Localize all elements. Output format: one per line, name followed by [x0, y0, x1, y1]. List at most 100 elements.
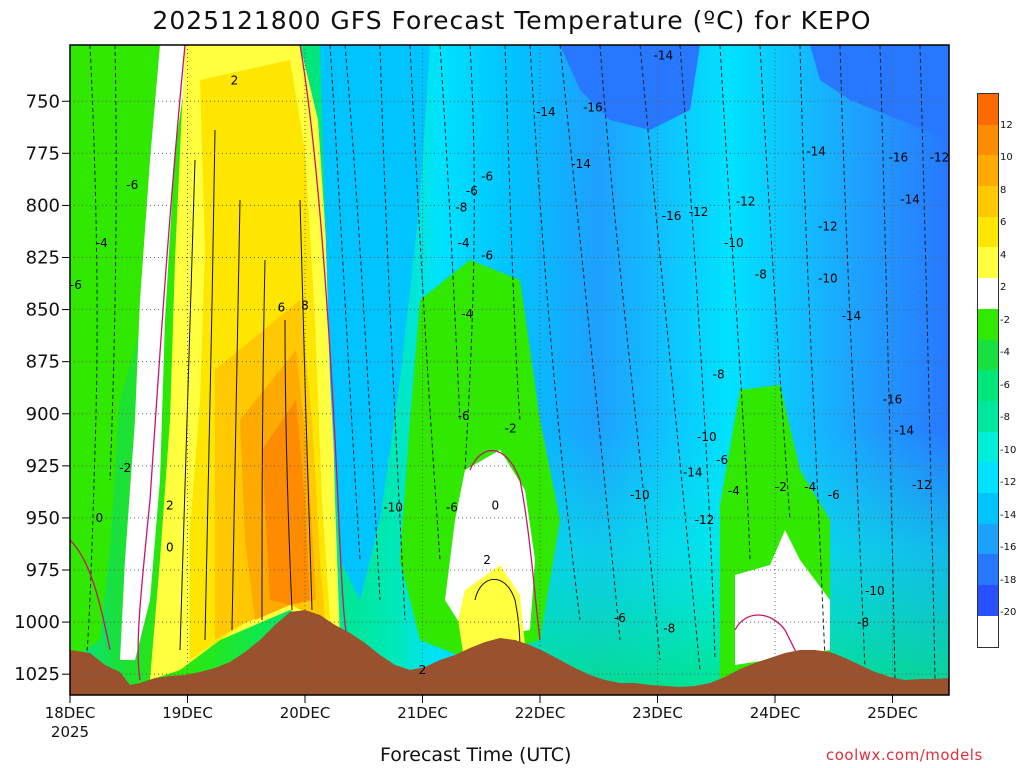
- y-tick-label: 900: [26, 404, 60, 425]
- contour-value-label: -12: [818, 219, 838, 233]
- contour-value-label: -6: [481, 249, 493, 263]
- grid-lines: [70, 45, 949, 695]
- green-tongue-left: [70, 45, 160, 660]
- colorbar-label: -4: [1000, 347, 1010, 359]
- contour-value-label: 0: [492, 499, 500, 513]
- contour-value-label: -8: [455, 201, 467, 215]
- colorbar-label: -12: [1000, 477, 1017, 489]
- colorbar-segment: [978, 94, 998, 125]
- deep-cold-core: [560, 45, 700, 130]
- contour-value-label: -10: [724, 236, 744, 250]
- colorbar-label: -10: [1000, 444, 1017, 456]
- white-pocket-right: [735, 530, 830, 665]
- contour-value-label: -16: [583, 101, 603, 115]
- contour-value-label: -8: [713, 367, 725, 381]
- colorbar-label: 4: [1000, 249, 1007, 261]
- cold-pocket-east: [810, 45, 949, 140]
- cold-slot-mid: [320, 45, 430, 600]
- y-tick-label: 950: [26, 508, 60, 529]
- colorbar-segment: [978, 554, 998, 585]
- contour-value-label: -6: [458, 409, 470, 423]
- colorbar-segment: [978, 186, 998, 217]
- chart-title: 2025121800 GFS Forecast Temperature (ºC)…: [152, 6, 872, 35]
- contour-value-label: -10: [818, 272, 838, 286]
- contour-value-label: -8: [755, 267, 767, 281]
- contour-value-label: -4: [461, 307, 473, 321]
- contour-value-label: -16: [662, 209, 682, 223]
- contour-value-label: -14: [806, 144, 826, 158]
- colorbar-label: -16: [1000, 542, 1017, 554]
- colorbar-segment: [978, 492, 998, 524]
- colorbar-label: 2: [1000, 282, 1007, 294]
- contour-value-label: -8: [857, 615, 869, 629]
- zero-contours: [70, 45, 801, 681]
- x-tick-year: 2025: [51, 723, 89, 741]
- contour-value-label: -6: [126, 178, 138, 192]
- credit-text: coolwx.com/models: [826, 746, 983, 764]
- contour-value-label: -12: [695, 513, 715, 527]
- y-tick-label: 800: [26, 195, 60, 216]
- colorbar-label: -8: [1000, 412, 1010, 424]
- contour-value-label: -14: [654, 49, 674, 63]
- x-tick-label: 23DEC: [632, 704, 683, 722]
- contour-value-label: -4: [96, 236, 108, 250]
- contour-value-label: 2: [231, 74, 239, 88]
- colorbar-segment: [978, 370, 998, 401]
- colorbar-segment: [978, 278, 998, 309]
- colorbar-label: 8: [1000, 184, 1007, 196]
- contour-value-label: -12: [736, 194, 756, 208]
- y-tick-label: 925: [26, 456, 60, 477]
- x-tick-label: 24DEC: [750, 704, 801, 722]
- colorbar-label: -18: [1000, 574, 1017, 586]
- colorbar-segment: [978, 585, 998, 616]
- y-tick-label: 875: [26, 352, 60, 373]
- y-tick-label: 775: [26, 143, 60, 164]
- contour-value-label: -12: [689, 205, 709, 219]
- contour-value-label: -6: [466, 184, 478, 198]
- contour-value-label: -16: [883, 392, 903, 406]
- contour-value-label: -10: [865, 584, 885, 598]
- y-tick-label: 1000: [14, 612, 60, 633]
- colorbar: [977, 93, 999, 648]
- y-tick-label: 750: [26, 91, 60, 112]
- colorbar-label: 12: [1000, 119, 1013, 131]
- y-tick-label: 825: [26, 248, 60, 269]
- contour-value-label: 6: [278, 301, 286, 315]
- colorbar-label: -14: [1000, 509, 1017, 521]
- contour-value-label: -10: [630, 488, 650, 502]
- colorbar-segment: [978, 400, 998, 432]
- colorbar-label: -2: [1000, 314, 1010, 326]
- colorbar-segment: [978, 247, 998, 279]
- contour-value-label: -14: [900, 192, 920, 206]
- colorbar-label: 10: [1000, 152, 1013, 164]
- warm-contours: [179, 129, 521, 651]
- x-tick-label: 19DEC: [162, 704, 213, 722]
- contour-value-label: 0: [166, 540, 174, 554]
- contour-value-label: -12: [930, 151, 950, 165]
- y-tick-label: 975: [26, 560, 60, 581]
- colorbar-segment: [978, 155, 998, 187]
- contour-value-label: -10: [697, 430, 717, 444]
- colorbar-segment: [978, 523, 998, 555]
- x-tick-label: 21DEC: [397, 704, 448, 722]
- contour-value-label: -2: [119, 461, 131, 475]
- contour-value-label: -14: [536, 105, 556, 119]
- terrain: [70, 610, 949, 695]
- colorbar-segment: [978, 308, 998, 340]
- contour-value-label: -8: [663, 622, 675, 636]
- contour-value-label: -6: [446, 501, 458, 515]
- cold-contours: [84, 45, 936, 681]
- contour-value-label: -16: [889, 151, 909, 165]
- colorbar-label: -6: [1000, 379, 1010, 391]
- colorbar-segment: [978, 462, 998, 493]
- y-tick-label: 1025: [14, 664, 60, 685]
- contour-value-label: 2: [166, 499, 174, 513]
- colorbar-segment: [978, 124, 998, 156]
- colorbar-segment: [978, 339, 998, 371]
- y-tick-label: 850: [26, 300, 60, 321]
- x-axis-title: Forecast Time (UTC): [380, 744, 572, 766]
- contour-value-label: -4: [458, 236, 470, 250]
- contour-value-label: -6: [70, 278, 82, 292]
